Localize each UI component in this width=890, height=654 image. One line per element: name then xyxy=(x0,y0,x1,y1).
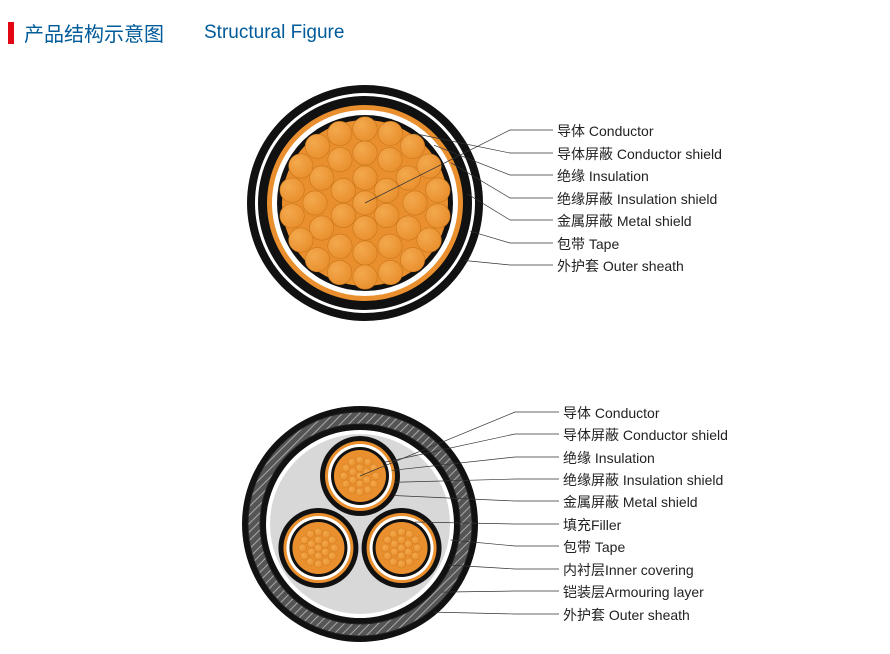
diagram1-label: 外护套 Outer sheath xyxy=(557,256,684,276)
diagram1-label: 绝缘屏蔽 Insulation shield xyxy=(557,189,717,209)
diagram2-label: 包带 Tape xyxy=(563,537,625,557)
diagram1-label: 导体 Conductor xyxy=(557,121,653,141)
diagram-svg xyxy=(0,0,890,654)
diagram2-label: 绝缘 Insulation xyxy=(563,448,655,468)
diagram2-label: 内衬层Inner covering xyxy=(563,560,694,580)
diagram2-label: 绝缘屏蔽 Insulation shield xyxy=(563,470,723,490)
diagram2-label: 导体 Conductor xyxy=(563,403,659,423)
diagram2-label: 外护套 Outer sheath xyxy=(563,605,690,625)
diagram2-label: 填充Filler xyxy=(563,515,621,535)
diagram2-label: 导体屏蔽 Conductor shield xyxy=(563,425,728,445)
diagram1-label: 导体屏蔽 Conductor shield xyxy=(557,144,722,164)
diagram1-label: 绝缘 Insulation xyxy=(557,166,649,186)
diagram2-label: 铠装层Armouring layer xyxy=(563,582,704,602)
diagram1-label: 金属屏蔽 Metal shield xyxy=(557,211,692,231)
diagram2-label: 金属屏蔽 Metal shield xyxy=(563,492,698,512)
diagram1-label: 包带 Tape xyxy=(557,234,619,254)
